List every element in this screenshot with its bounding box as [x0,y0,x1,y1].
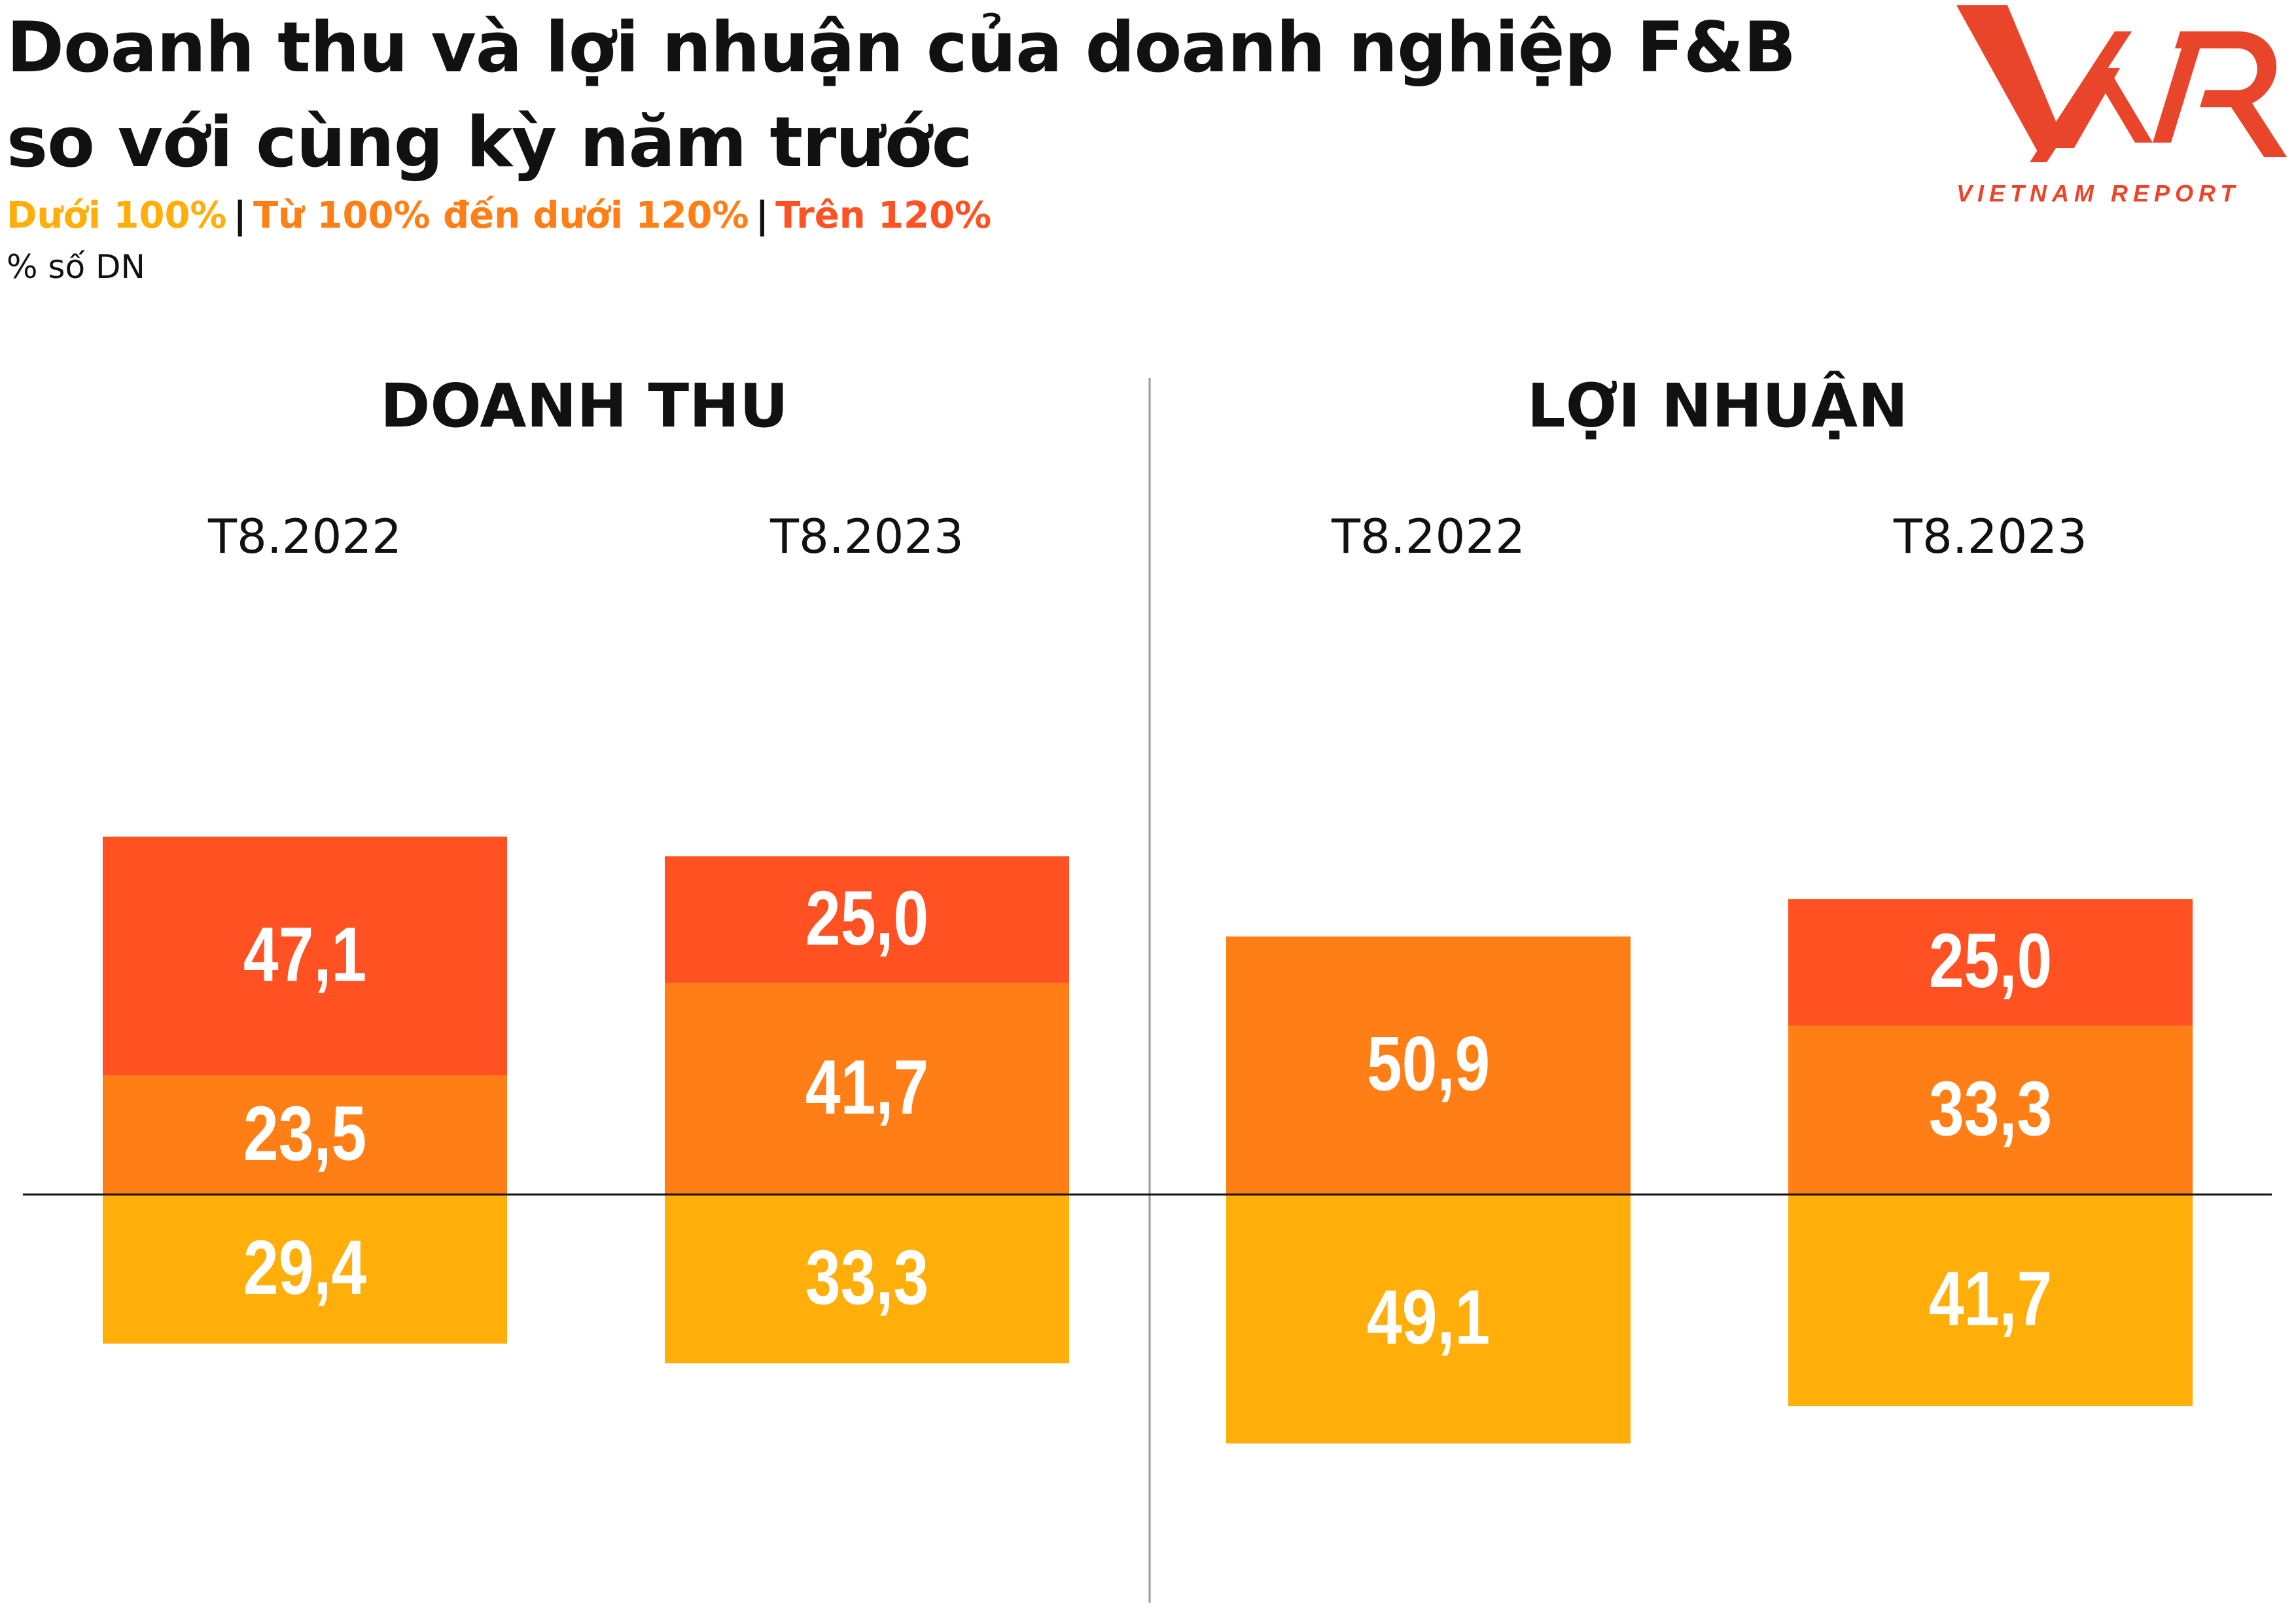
bar-segment [1788,1195,2193,1406]
x-category-label: T8.2023 [769,509,964,564]
vnr-logo: VIETNAM REPORT [1956,5,2287,207]
data-label: 25,0 [805,875,928,961]
bar-segment [1788,1025,2193,1195]
bar-segment [1226,936,1631,1195]
data-label: 41,7 [1929,1255,2052,1341]
bar-segment [1788,899,2193,1026]
bar-segment [665,983,1069,1195]
data-label: 25,0 [1929,917,2052,1003]
legend-separator: | [755,194,769,237]
legend-item-100-120: Từ 100% đến dưới 120% [253,194,749,237]
panel-title: LỢI NHUẬN [1527,370,1908,441]
data-label: 33,3 [1929,1065,2052,1151]
x-category-label: T8.2022 [207,509,402,564]
data-label: 49,1 [1367,1274,1490,1360]
x-category-label: T8.2023 [1893,509,2087,564]
bar-segment [665,1195,1069,1364]
panel-title: DOANH THU [380,371,788,441]
data-label: 41,7 [805,1043,928,1130]
data-label: 23,5 [243,1090,366,1176]
legend-item-above-120: Trên 120% [775,194,992,237]
x-category-label: T8.2022 [1331,509,1525,564]
bar-segment [103,1075,507,1195]
unit-label: % số DN [7,248,145,286]
legend: Dưới 100% | Từ 100% đến dưới 120% | Trên 120… [7,192,1795,239]
bar-segment [1226,1195,1631,1444]
chart-title-line-2: so với cùng kỳ năm trước [7,102,972,183]
data-label: 33,3 [805,1234,928,1320]
data-label: 50,9 [1367,1021,1490,1107]
bar-segment [665,856,1069,983]
vnr-logo-mark [1956,5,2287,162]
legend-item-below-100: Dưới 100% [7,194,227,237]
chart-title-line-1: Doanh thu và lợi nhuận của doanh nghiệp … [7,7,1796,88]
data-label: 29,4 [243,1224,366,1310]
vnr-logo-tagline: VIETNAM REPORT [1956,180,2240,207]
bar-segment [103,836,507,1075]
title-block: Doanh thu và lợi nhuận của doanh nghiệp … [7,0,1796,288]
data-label: 47,1 [243,911,366,997]
bar-segment [103,1195,507,1344]
legend-separator: | [233,194,247,237]
